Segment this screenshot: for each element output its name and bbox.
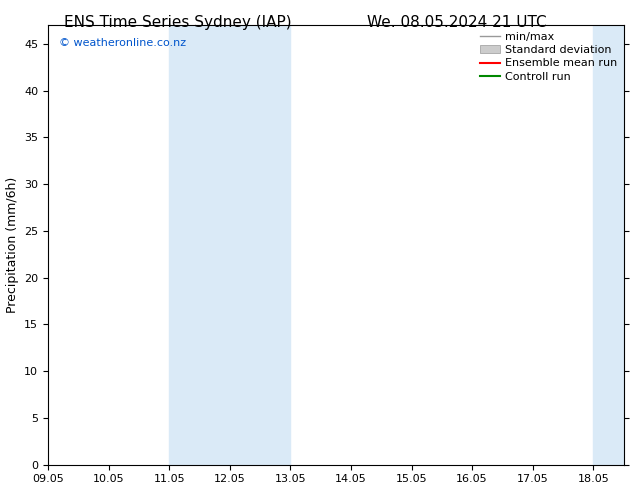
Bar — [169, 25, 290, 465]
Bar — [593, 25, 624, 465]
Text: © weatheronline.co.nz: © weatheronline.co.nz — [60, 38, 186, 49]
Text: ENS Time Series Sydney (IAP): ENS Time Series Sydney (IAP) — [63, 15, 292, 30]
Text: We. 08.05.2024 21 UTC: We. 08.05.2024 21 UTC — [366, 15, 547, 30]
Y-axis label: Precipitation (mm/6h): Precipitation (mm/6h) — [6, 177, 18, 313]
Legend: min/max, Standard deviation, Ensemble mean run, Controll run: min/max, Standard deviation, Ensemble me… — [476, 27, 621, 86]
